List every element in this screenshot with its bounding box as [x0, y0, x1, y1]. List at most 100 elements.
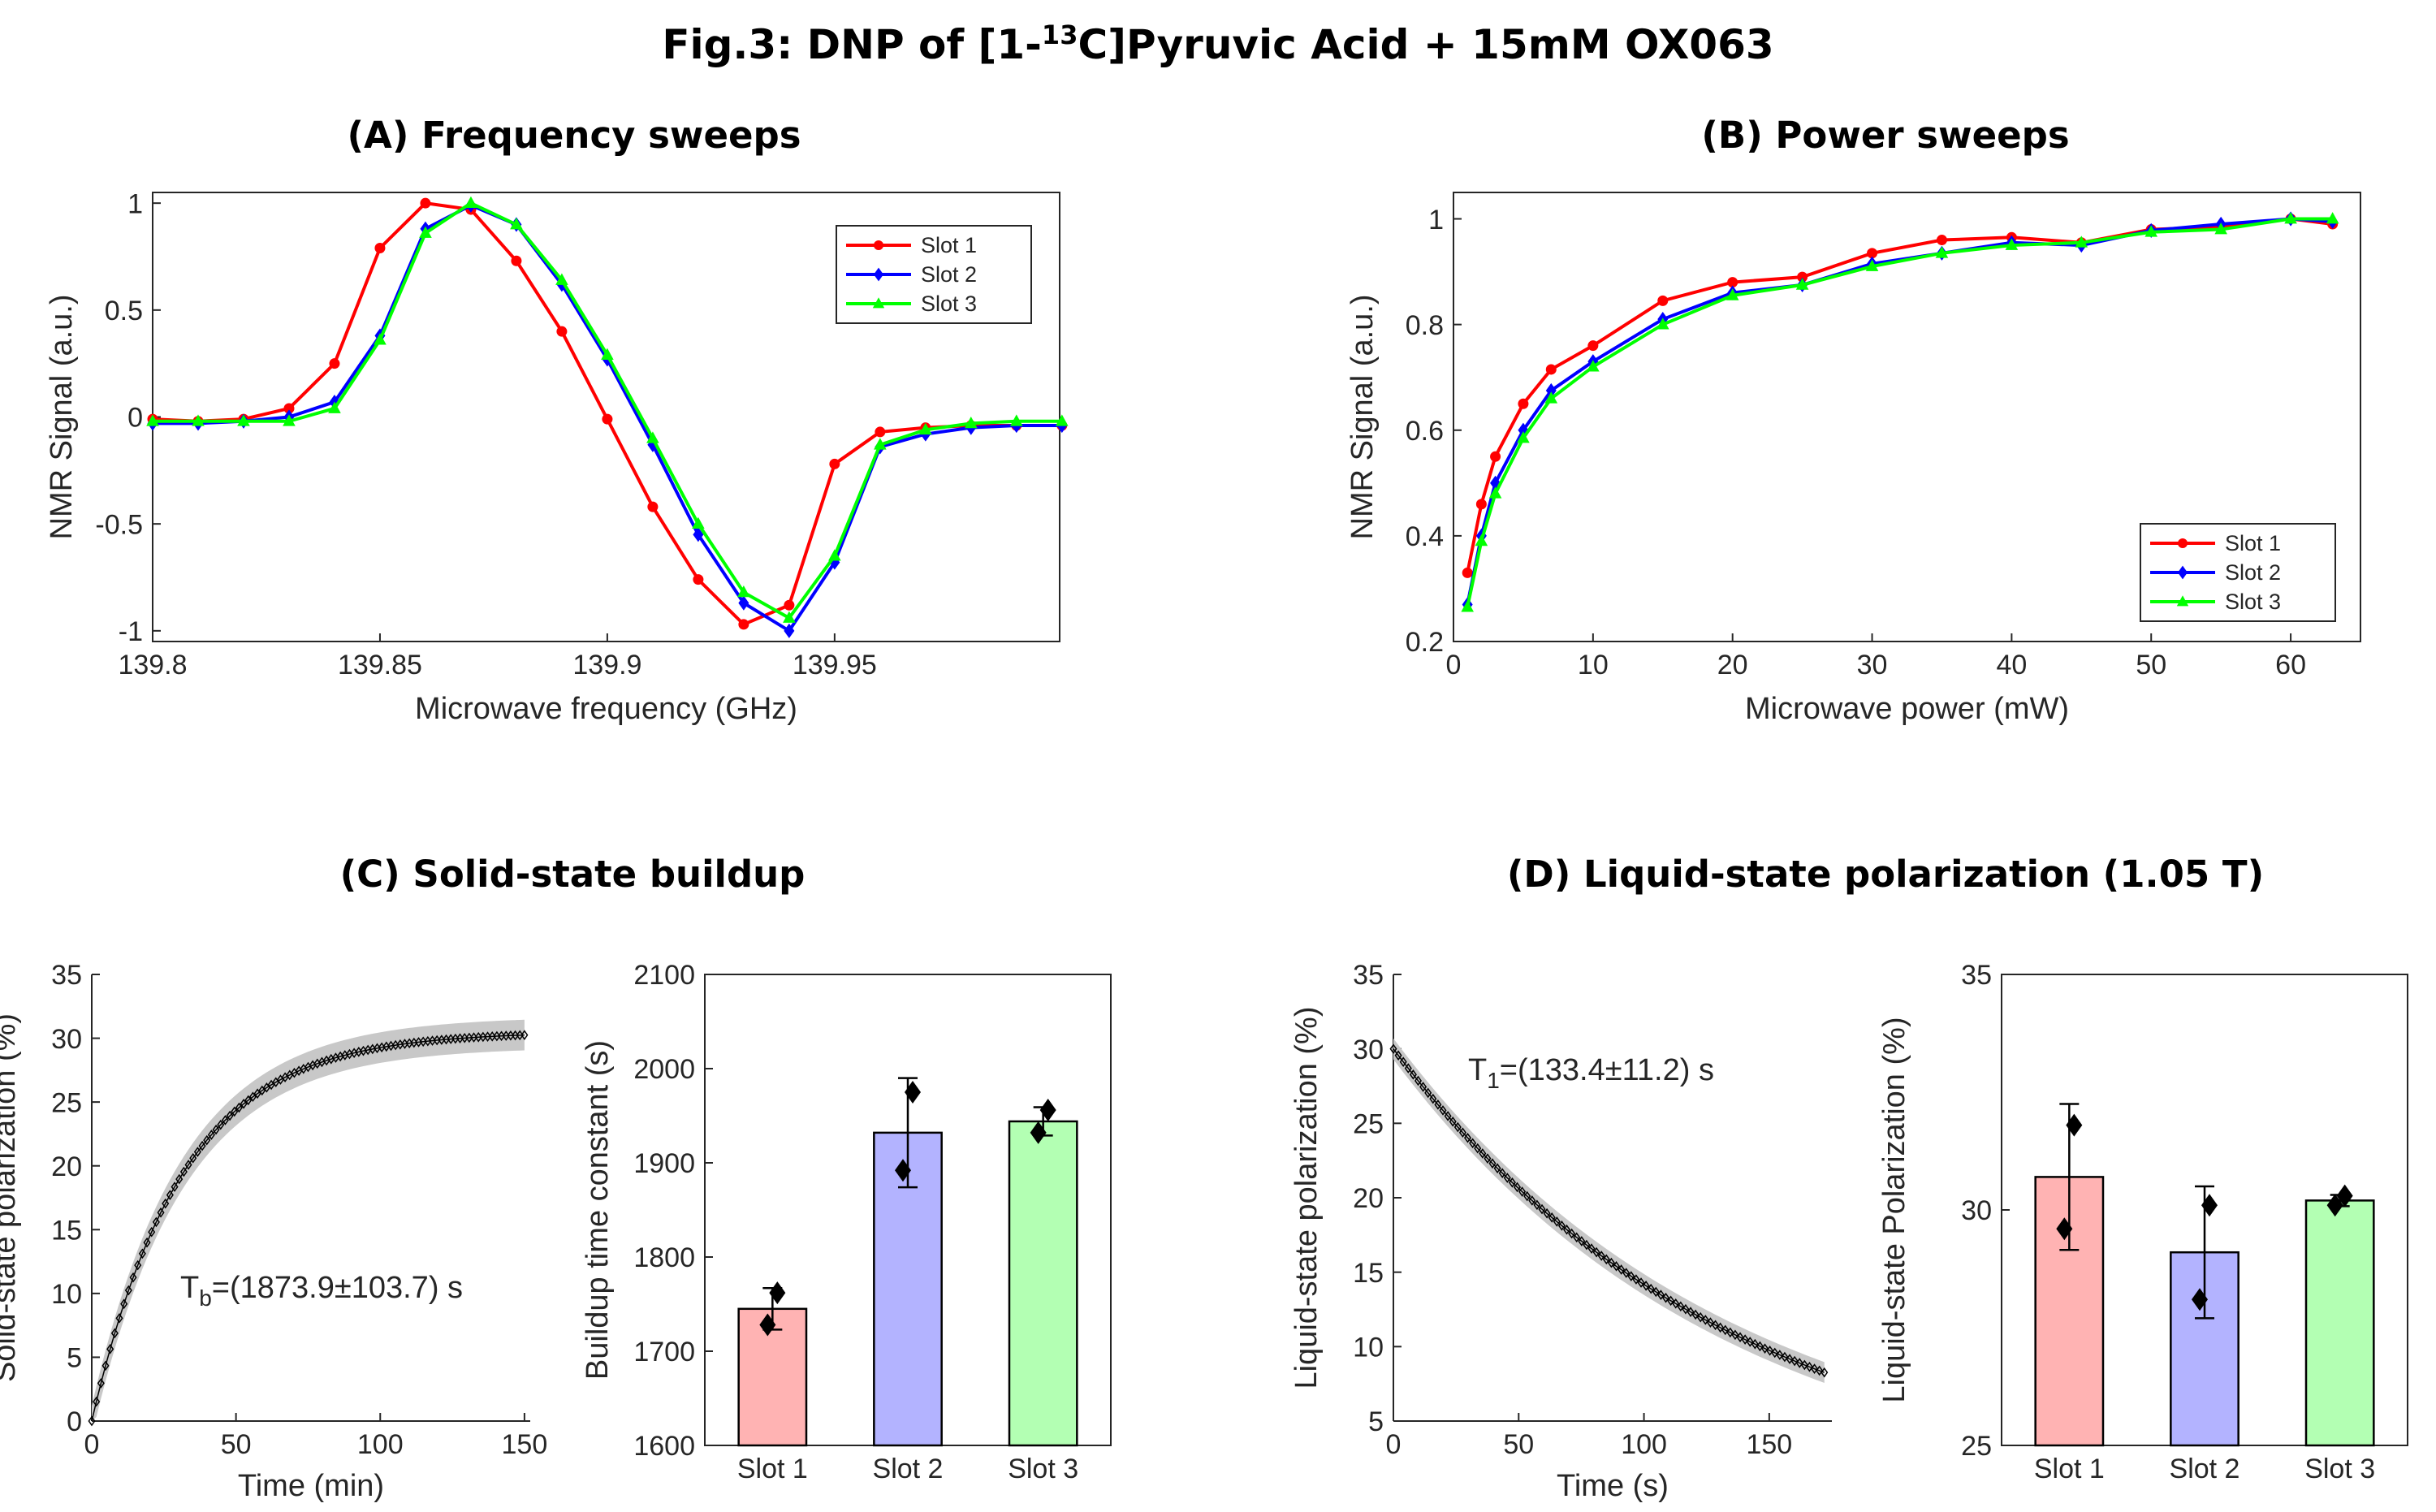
plot-d-decay-curve: 0 50 100 150 5 10 15 20 25 30 35 Time (s) Liquid-sta…: [1289, 960, 1832, 1503]
y-tick-label: 1800: [633, 1242, 695, 1273]
data-point: [1712, 1320, 1720, 1331]
data-point: [2075, 235, 2088, 248]
bar-slot-2: [873, 1077, 943, 1447]
data-point: [1786, 1354, 1794, 1364]
data-point: [1746, 1337, 1754, 1347]
data-point: [1717, 1322, 1725, 1333]
data-point: [1776, 1350, 1784, 1360]
y-tick-label: 1600: [633, 1431, 695, 1462]
data-point: [1602, 1254, 1610, 1265]
y-tick-label: 20: [1353, 1183, 1384, 1214]
data-point: [1797, 271, 1808, 283]
data-point: [1424, 1087, 1432, 1099]
data-point: [693, 527, 704, 542]
replicate-point: [1039, 1099, 1056, 1122]
data-point: [1444, 1111, 1452, 1121]
bar-slot-1: [737, 1281, 808, 1447]
data-point: [1721, 1324, 1730, 1336]
data-point: [2176, 595, 2189, 607]
data-point: [2214, 222, 2227, 235]
data-point: [1622, 1268, 1630, 1278]
data-point: [1795, 278, 1809, 290]
confidence-band: [1393, 1038, 1825, 1384]
y-tick-label: 30: [51, 1024, 82, 1055]
y-tick-label: 5: [67, 1343, 82, 1374]
data-point: [93, 1396, 101, 1407]
y-tick-label: 30: [1961, 1195, 1992, 1226]
y-tick-label: 0.8: [1406, 310, 1444, 341]
y-tick-label: 30: [1353, 1035, 1384, 1065]
data-point: [1597, 1251, 1605, 1261]
data-point: [1528, 1195, 1536, 1206]
data-point: [1682, 1303, 1690, 1315]
data-point: [1490, 451, 1501, 462]
x-tick-label: Slot 2: [873, 1454, 944, 1484]
bar-slot-3: [1008, 1099, 1078, 1447]
data-point: [1553, 1216, 1561, 1227]
x-tick-label: Slot 2: [2170, 1454, 2240, 1484]
x-axis-label: Time (min): [238, 1469, 384, 1503]
x-tick-label: 50: [221, 1429, 252, 1460]
plot-d-polarization-bars: 25 30 35 Liquid-state Polarization (%) Slot …: [1877, 960, 2408, 1484]
y-axis-label: NMR Signal (a.u.): [45, 295, 79, 540]
bar: [737, 1307, 808, 1447]
data-point: [97, 1378, 105, 1389]
bar: [2304, 1199, 2375, 1447]
y-tick-label: 35: [1961, 960, 1992, 991]
data-point: [1463, 1132, 1472, 1143]
data-point: [1656, 318, 1669, 330]
data-point: [1545, 382, 1557, 399]
panel-d-title: (D) Liquid-state polarization (1.05 T): [1507, 853, 2264, 896]
data-point: [198, 1140, 206, 1151]
data-point: [1479, 1148, 1487, 1159]
data-point: [1414, 1075, 1423, 1086]
fit-annotation: Tb=(1873.9±103.7) s: [180, 1271, 463, 1311]
data-point: [738, 595, 749, 611]
data-point: [120, 1298, 128, 1310]
data-point: [1727, 277, 1738, 288]
legend: Slot 1 Slot 2 Slot 3: [2140, 523, 2336, 622]
data-point: [1573, 1232, 1581, 1243]
data-point: [1612, 1261, 1621, 1272]
replicate-point: [2192, 1288, 2208, 1311]
data-point: [874, 240, 883, 250]
panel-a-title: (A) Frequency sweeps: [347, 114, 801, 157]
data-point: [783, 611, 796, 623]
data-point: [1696, 1311, 1704, 1323]
legend-label: Slot 2: [2225, 560, 2281, 585]
data-point: [1557, 1220, 1566, 1231]
data-point: [419, 226, 432, 238]
x-tick-label: 139.9: [572, 650, 641, 680]
data-point: [646, 431, 659, 443]
data-point: [88, 1415, 96, 1427]
data-point: [157, 1207, 165, 1218]
data-point: [1657, 295, 1669, 306]
legend-label: Slot 3: [2225, 590, 2281, 614]
data-point: [511, 255, 522, 266]
legend: Slot 1 Slot 2 Slot 3: [836, 225, 1032, 324]
data-point: [1484, 1153, 1492, 1164]
data-point: [1677, 1301, 1685, 1312]
data-point: [1544, 391, 1558, 404]
data-point: [258, 1085, 266, 1096]
y-tick-label: 25: [1961, 1431, 1992, 1462]
data-point: [1816, 1365, 1824, 1376]
data-point: [1587, 360, 1600, 372]
x-tick-label: 10: [1578, 650, 1609, 680]
data-point: [737, 585, 750, 598]
y-tick-label: 0.4: [1406, 521, 1444, 552]
data-point: [1508, 1177, 1516, 1188]
data-point: [1701, 1315, 1709, 1325]
x-tick-label: 139.95: [793, 650, 877, 680]
data-point: [875, 426, 886, 438]
data-point: [520, 1030, 529, 1040]
data-point: [1518, 1186, 1527, 1197]
y-tick-label: 1: [127, 188, 143, 219]
data-point: [1055, 414, 1069, 426]
data-point: [328, 401, 341, 413]
x-tick-label: 50: [2136, 650, 2166, 680]
annotation-symbol: T: [180, 1271, 199, 1305]
fit-annotation: T1=(133.4±11.2) s: [1468, 1053, 1714, 1093]
data-point: [240, 1099, 248, 1109]
